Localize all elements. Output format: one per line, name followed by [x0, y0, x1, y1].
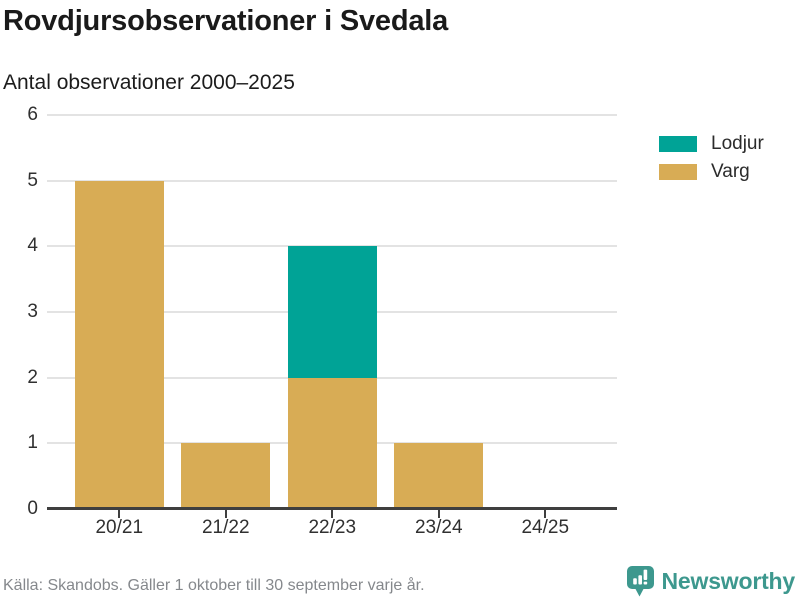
legend-label: Lodjur — [711, 133, 764, 154]
legend-swatch — [659, 136, 697, 152]
chart-title: Rovdjursobservationer i Svedala — [3, 5, 449, 37]
x-axis-tick — [224, 510, 227, 518]
bar-segment-varg — [181, 443, 271, 509]
legend-item-lodjur: Lodjur — [659, 133, 764, 154]
legend-label: Varg — [711, 161, 750, 182]
bar-segment-varg — [74, 180, 164, 509]
bar-segment-lodjur — [287, 246, 377, 378]
y-axis-label: 4 — [27, 235, 38, 257]
x-axis-tick — [118, 510, 121, 518]
x-axis-label: 21/22 — [201, 517, 250, 538]
legend: Lodjur Varg — [659, 133, 764, 182]
gridline-y6 — [47, 114, 617, 116]
newsworthy-wordmark: Newsworthy — [661, 568, 796, 594]
legend-item-varg: Varg — [659, 161, 764, 182]
chart-subtitle: Antal observationer 2000–2025 — [3, 71, 295, 94]
x-axis-tick — [331, 510, 334, 518]
bar-segment-varg — [287, 377, 377, 509]
y-axis-label: 0 — [27, 498, 38, 519]
x-axis-tick — [544, 510, 547, 518]
y-axis-label: 6 — [27, 104, 38, 125]
source-note: Källa: Skandobs. Gäller 1 oktober till 3… — [3, 577, 425, 594]
gridline-y5 — [47, 179, 617, 182]
x-axis-label: 24/25 — [521, 517, 570, 538]
x-axis-label: 22/23 — [308, 517, 357, 538]
x-axis-label: 23/24 — [414, 517, 463, 538]
y-axis-label: 2 — [27, 366, 38, 388]
x-axis-line — [47, 507, 617, 510]
legend-swatch — [659, 164, 697, 180]
newsworthy-icon — [626, 566, 654, 597]
x-axis-label: 20/21 — [95, 517, 144, 538]
y-axis-label: 3 — [27, 301, 38, 322]
newsworthy-logo: Newsworthy — [626, 565, 795, 598]
x-axis-tick — [437, 510, 440, 518]
y-axis-label: 5 — [27, 169, 38, 191]
bar-segment-varg — [394, 443, 484, 509]
y-axis-label: 1 — [27, 432, 38, 454]
